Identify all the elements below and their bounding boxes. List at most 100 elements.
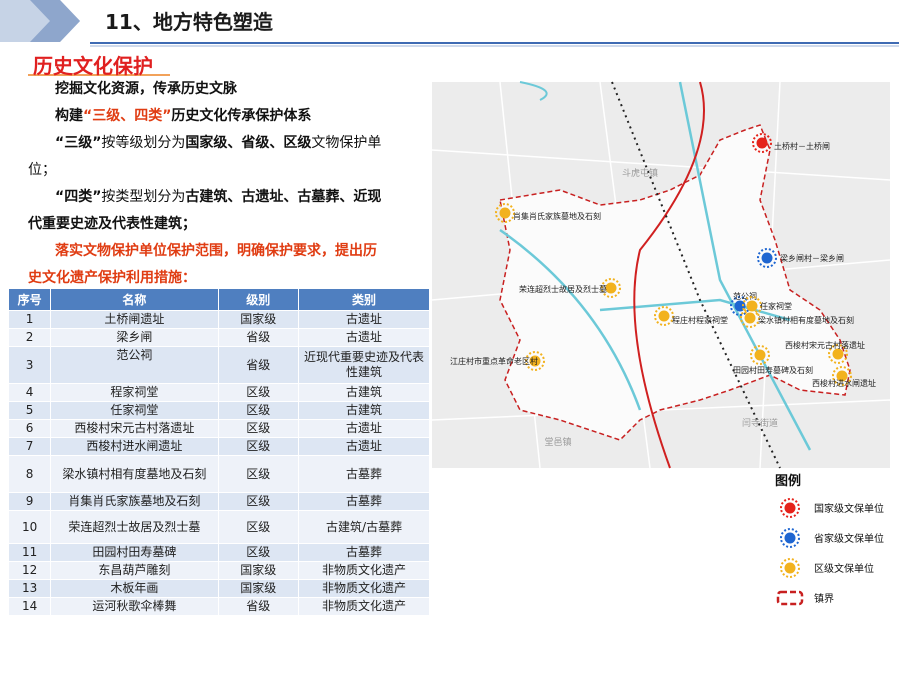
table-cell: 非物质文化遗产 [298,597,430,616]
table-cell: 省级 [217,597,300,616]
site-marker [742,296,762,316]
table-cell: 古墓葬 [298,455,430,493]
section-body: 挖掘文化资源，传承历史文脉 构建“三级、四类”历史文化传承保护体系 “三级”按等… [28,76,388,292]
site-label: 范公祠 [733,291,757,301]
site-marker [495,203,515,223]
table-cell: 古遗址 [298,310,430,329]
table-row: 5 任家祠堂 区级 古建筑 [7,401,430,420]
table-cell: 古墓葬 [298,543,430,562]
column-header: 级别 [217,288,300,311]
table-cell: 区级 [217,401,300,420]
table-row: 11 田园村田寿墓碑 区级 古墓葬 [7,543,430,562]
table-cell: 9 [7,492,52,511]
place-label: 堂邑镇 [544,436,571,448]
site-label: 梁水镇村相有度墓地及石刻 [758,315,854,325]
table-cell: 田园村田寿墓碑 [50,543,219,562]
column-header: 序号 [7,288,52,311]
table-cell: 8 [7,455,52,493]
site-marker [756,137,768,149]
site-label: 西梭村宋元古村落遗址 [785,340,865,350]
table-cell: 13 [7,579,52,598]
table-cell: 肖集肖氏家族墓地及石刻 [50,492,219,511]
paragraph: “四类”按类型划分为古建筑、古遗址、古墓葬、近现代重要史迹及代表性建筑； [28,184,388,238]
site-label: 土桥村－土桥闸 [774,141,830,151]
table-cell: 国家级 [217,561,300,580]
text: “三级” [55,135,102,151]
site-marker [832,348,844,360]
legend-marker [780,498,800,518]
header-title: 11、地方特色塑造 [105,10,273,34]
table-cell: 国家级 [217,310,300,329]
table-cell: 西梭村进水闸遗址 [50,437,219,456]
table-cell: 区级 [217,543,300,562]
table-cell: 近现代重要史迹及代表性建筑 [298,346,430,384]
site-label: 程庄村程家祠堂 [672,315,728,325]
site-marker [605,282,617,294]
table-cell: 国家级 [217,579,300,598]
legend-label: 国家级文保单位 [814,502,884,515]
table-cell: 运河秋歌伞棒舞 [50,597,219,616]
table-cell: 古遗址 [298,437,430,456]
site-marker [761,252,773,264]
text: “四类” [55,189,102,205]
table-row: 9 肖集肖氏家族墓地及石刻 区级 古墓葬 [7,492,430,511]
paragraph: 构建“三级、四类”历史文化传承保护体系 [28,103,388,130]
paragraph: “三级”按等级划分为国家级、省级、区级文物保护单位； [28,130,388,184]
legend-title: 图例 [775,473,801,489]
table-cell: 西梭村宋元古村落遗址 [50,419,219,438]
table-cell: 区级 [217,455,300,493]
table-cell: 14 [7,597,52,616]
text: 历史文化传承保护体系 [171,108,312,124]
table-row: 3 范公祠 省级 近现代重要史迹及代表性建筑 [7,346,430,384]
site-marker [525,351,545,371]
site-marker [754,349,766,361]
site-marker [529,355,541,367]
text: 落实文物保护单位保护范围，明确保护要求，提出历史文化遗产保护利用措施： [28,243,377,286]
table-cell: 11 [7,543,52,562]
table-cell: 古建筑 [298,383,430,402]
table-row: 12 东昌葫芦雕刻 国家级 非物质文化遗产 [7,561,430,580]
table-cell: 梁水镇村相有度墓地及石刻 [50,455,219,493]
table-cell: 梁乡闸 [50,328,219,347]
table-row: 10 荣连超烈士故居及烈士墓 区级 古建筑/古墓葬 [7,510,430,544]
site-marker [499,207,511,219]
table-cell: 区级 [217,437,300,456]
site-marker [654,306,674,326]
table-cell: 任家祠堂 [50,401,219,420]
site-label: 荣连超烈士故居及烈士墓 [519,284,607,294]
table-cell: 程家祠堂 [50,383,219,402]
site-label: 任家祠堂 [760,301,792,311]
table-cell: 非物质文化遗产 [298,561,430,580]
table-cell: 区级 [217,383,300,402]
table-cell: 12 [7,561,52,580]
table: 序号 名称 级别 类别 1 土桥闸遗址 国家级 古遗址 2 梁乡闸 省级 古遗址 3 范公祠 省级 近现代重要… [7,288,430,616]
text: 古建筑、古遗址、古墓葬、近现代重要史迹及代表性建筑； [28,189,382,232]
text: 国家级、省级、区级 [185,135,312,151]
place-label: 闫寺街道 [742,417,778,429]
legend-marker [780,528,800,548]
paragraph: 挖掘文化资源，传承历史文脉 [28,76,388,103]
table-cell: 东昌葫芦雕刻 [50,561,219,580]
table-cell: 10 [7,510,52,544]
table-cell: 区级 [217,419,300,438]
legend-label: 镇界 [814,592,834,605]
table-row: 1 土桥闸遗址 国家级 古遗址 [7,310,430,329]
site-marker [832,366,852,386]
site-marker [752,133,772,153]
site-label: 梁乡闸村－梁乡闸 [780,253,844,263]
table-cell: 区级 [217,492,300,511]
table-row: 2 梁乡闸 省级 古遗址 [7,328,430,347]
legend-label: 区级文保单位 [814,562,874,575]
table-cell: 非物质文化遗产 [298,579,430,598]
table-cell: 古建筑 [298,401,430,420]
site-marker [757,248,777,268]
text: 构建 [55,108,83,124]
site-marker [658,310,670,322]
table-row: 7 西梭村进水闸遗址 区级 古遗址 [7,437,430,456]
table-cell: 6 [7,419,52,438]
legend-marker [784,532,796,544]
table-row: 4 程家祠堂 区级 古建筑 [7,383,430,402]
